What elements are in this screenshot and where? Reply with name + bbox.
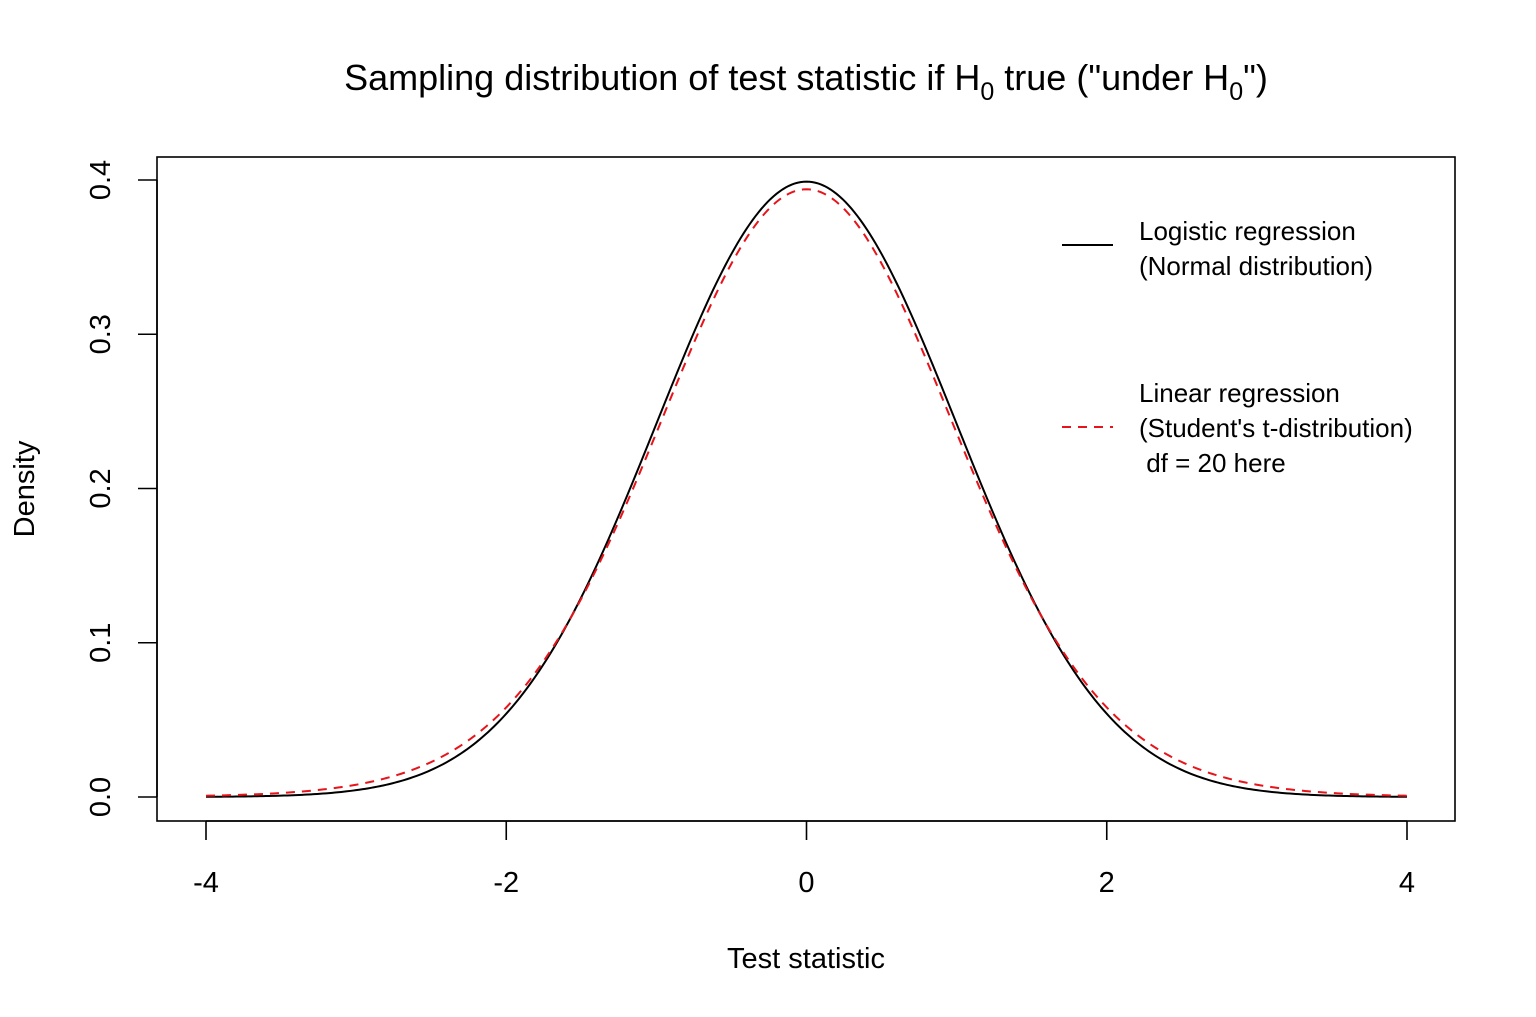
x-axis: -4 -2 0 2 4 [193,820,1415,899]
legend-label-normal-line2: (Normal distribution) [1139,251,1373,281]
legend-label-t-line2: (Student's t-distribution) [1139,413,1413,443]
series-layer [205,180,1408,798]
y-tick-label: 0.0 [85,777,117,817]
series-line-t [205,188,1408,797]
x-tick-label: -2 [493,867,519,899]
chart-title-prefix: Sampling distribution of test statistic … [344,57,980,98]
x-axis-label: Test statistic [727,943,885,975]
chart-title-suffix: ") [1243,57,1268,98]
x-tick-label: 4 [1399,867,1415,899]
legend-label-normal-line1: Logistic regression [1139,216,1356,246]
y-tick-label: 0.2 [85,468,117,508]
y-tick-label: 0.1 [85,623,117,663]
y-axis-label: Density [9,440,41,537]
y-tick-label: 0.3 [85,314,117,354]
x-tick-label: 2 [1099,867,1115,899]
chart-title-middle: true ("under H [994,57,1229,98]
legend: Logistic regression (Normal distribution… [1062,216,1413,478]
legend-label-t-line3: df = 20 here [1139,448,1286,478]
x-tick-label: 0 [798,867,814,899]
chart-title-subscript-2: 0 [1229,78,1243,106]
x-tick-label: -4 [193,867,219,899]
y-tick-label: 0.4 [85,160,117,200]
y-axis: 0.0 0.1 0.2 0.3 0.4 [85,160,158,817]
series-line-normal [205,180,1408,798]
chart-title-subscript-1: 0 [980,78,994,106]
legend-label-t-line1: Linear regression [1139,378,1340,408]
chart-title: Sampling distribution of test statistic … [344,57,1268,106]
